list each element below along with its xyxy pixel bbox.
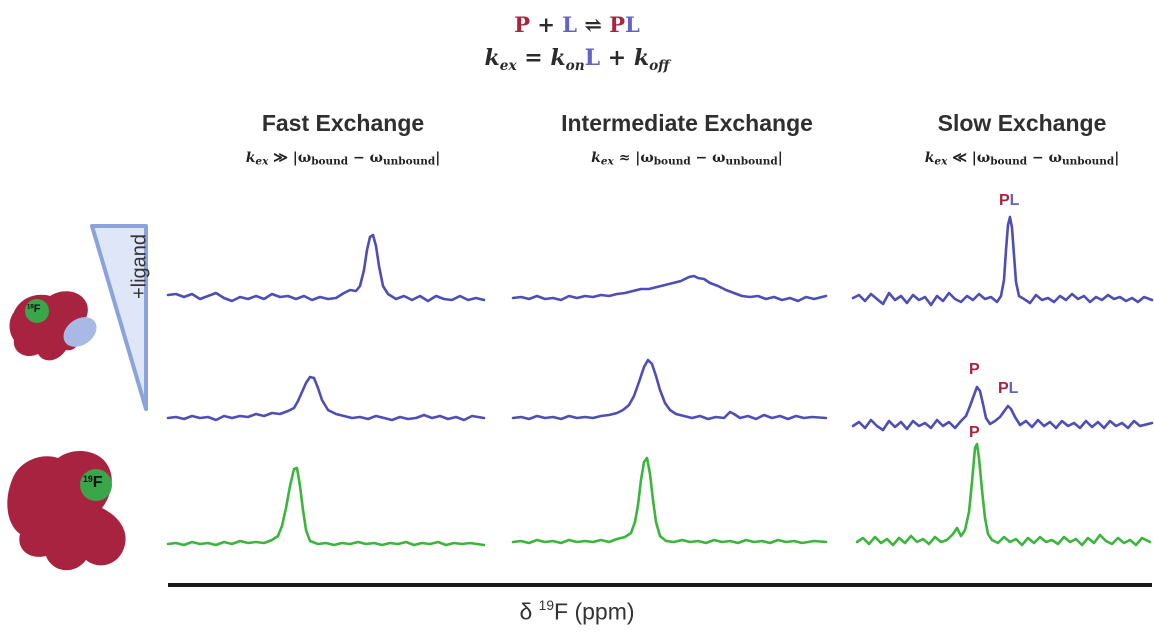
apo-protein-icon bbox=[7, 451, 126, 571]
peak-label-pl-top: PL bbox=[999, 192, 1020, 209]
fast-exchange-top-trace bbox=[166, 233, 486, 303]
peak-label-p-bottom: P bbox=[969, 424, 980, 441]
peak-label-pl-middle: PL bbox=[998, 380, 1019, 397]
intermediate-exchange-condition: kex ≈ |ωbound − ωunbound| bbox=[591, 150, 783, 168]
slow-exchange-top-trace bbox=[851, 215, 1154, 307]
fluorine-label-small: 19F bbox=[27, 303, 41, 315]
binding-equilibrium: P + L ⇌ PL bbox=[514, 12, 640, 37]
intermediate-exchange-title: Intermediate Exchange bbox=[561, 110, 813, 136]
fluorine-label-large: 19F bbox=[83, 474, 103, 491]
ligand-gradient-wedge bbox=[90, 224, 148, 411]
fluorine-label-icon-apo bbox=[80, 469, 112, 501]
slow-exchange-bottom-trace bbox=[855, 442, 1152, 547]
fast-exchange-condition: kex ≫ |ωbound − ωunbound| bbox=[245, 150, 441, 168]
slow-exchange-middle-trace bbox=[851, 385, 1154, 432]
chemical-shift-axis-label: δ 19F (ppm) bbox=[519, 598, 635, 625]
equilibrium-arrows: ⇌ bbox=[584, 12, 602, 37]
kex-equation: kex = konL + koff bbox=[484, 45, 670, 74]
protein-ligand-complex-icon bbox=[9, 291, 97, 361]
slow-exchange-condition: kex ≪ |ωbound − ωunbound| bbox=[924, 150, 1120, 168]
intermediate-exchange-middle-trace bbox=[511, 358, 828, 421]
fluorine-label-icon bbox=[25, 299, 49, 323]
ligand-label: +ligand bbox=[128, 233, 151, 300]
peak-label-p-middle: P bbox=[969, 361, 980, 378]
fast-exchange-middle-trace bbox=[166, 375, 486, 422]
intermediate-exchange-bottom-trace bbox=[511, 456, 828, 545]
intermediate-exchange-top-trace bbox=[511, 274, 828, 303]
ligand-icon bbox=[63, 317, 97, 347]
fast-exchange-title: Fast Exchange bbox=[261, 110, 425, 136]
slow-exchange-title: Slow Exchange bbox=[937, 110, 1107, 136]
fast-exchange-bottom-trace bbox=[166, 466, 486, 547]
